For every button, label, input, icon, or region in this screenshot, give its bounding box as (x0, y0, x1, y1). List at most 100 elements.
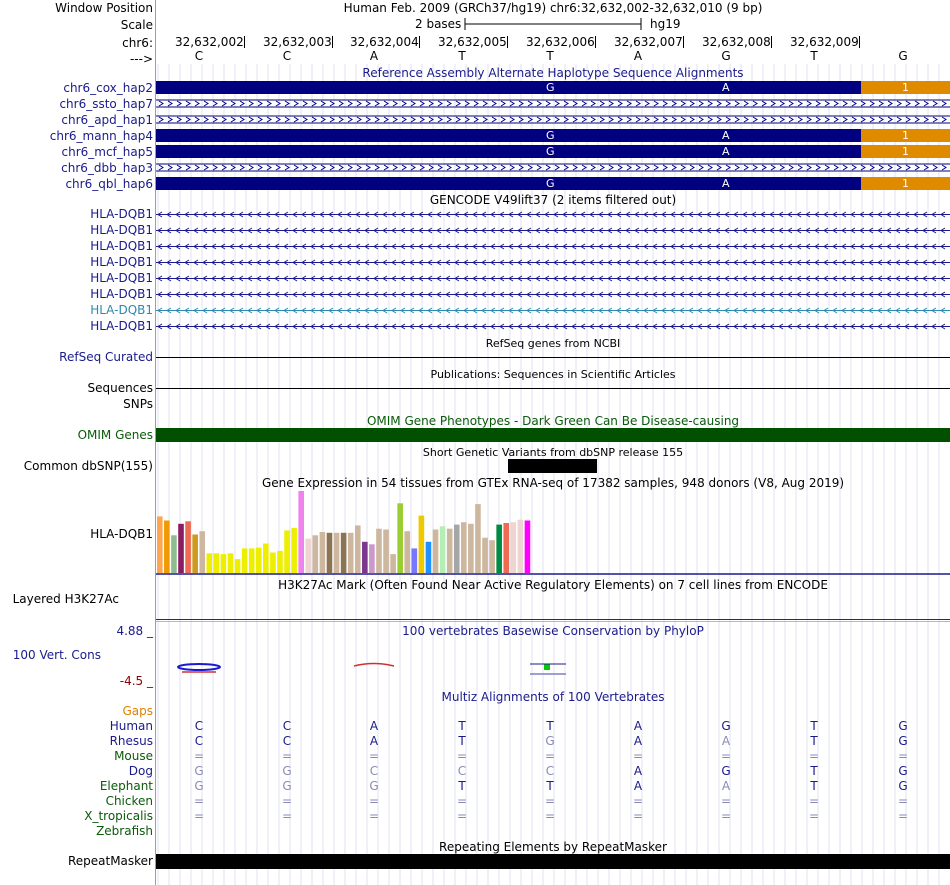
gencode-gene-intron[interactable] (156, 274, 950, 283)
haplotype-strand-line[interactable] (156, 115, 950, 124)
gtex-tissue-bar[interactable] (227, 553, 234, 573)
gtex-tissue-bar[interactable] (446, 528, 453, 573)
gtex-tissue-bar[interactable] (439, 526, 446, 573)
multiz-species-label[interactable]: Mouse (114, 749, 153, 763)
haplotype-label[interactable]: chr6_cox_hap2 (63, 81, 153, 95)
h3k27ac-label[interactable]: Layered H3K27Ac (12, 592, 119, 606)
haplotype-label[interactable]: chr6_ssto_hap7 (59, 97, 153, 111)
gtex-tissue-bar[interactable] (496, 524, 502, 573)
repeatmasker-bar[interactable] (156, 854, 950, 869)
multiz-species-label[interactable]: Chicken (105, 794, 153, 808)
gtex-tissue-bar[interactable] (362, 541, 368, 573)
haplotype-alignment-bar[interactable] (156, 81, 861, 94)
gtex-tissue-bar[interactable] (390, 554, 396, 573)
haplotype-label[interactable]: chr6_mann_hap4 (49, 129, 153, 143)
haplotype-strand-line[interactable] (156, 99, 950, 108)
haplotype-insert-badge[interactable]: 1 (861, 81, 950, 94)
multiz-species-label[interactable]: Human (109, 719, 153, 733)
gtex-tissue-bar[interactable] (468, 523, 474, 573)
repeatmasker-label[interactable]: RepeatMasker (67, 854, 153, 868)
haplotype-alignment-bar[interactable] (156, 177, 861, 190)
gencode-gene-label[interactable]: HLA-DQB1 (90, 271, 153, 285)
gtex-tissue-bar[interactable] (213, 553, 220, 573)
snps-label[interactable]: SNPs (123, 397, 153, 411)
gencode-gene-intron[interactable] (156, 210, 950, 219)
gencode-title[interactable]: GENCODE V49lift37 (2 items filtered out) (429, 193, 677, 207)
omim-label[interactable]: OMIM Genes (77, 428, 153, 442)
gencode-gene-intron[interactable] (156, 290, 950, 299)
gencode-gene-intron[interactable] (156, 242, 950, 251)
gtex-tissue-bar[interactable] (241, 548, 248, 573)
gtex-tissue-bar[interactable] (192, 534, 198, 574)
multiz-alignment-row[interactable]: = = = = = = = = = (156, 809, 950, 823)
gtex-tissue-bar[interactable] (461, 522, 467, 573)
gtex-tissue-bar[interactable] (171, 535, 177, 573)
gtex-tissue-bar[interactable] (234, 559, 241, 573)
alt-haplotypes-title[interactable]: Reference Assembly Alternate Haplotype S… (362, 66, 744, 80)
gencode-gene-label[interactable]: HLA-DQB1 (90, 287, 153, 301)
gtex-tissue-bar[interactable] (206, 553, 213, 573)
haplotype-label[interactable]: chr6_qbl_hap6 (65, 177, 153, 191)
gencode-gene-label[interactable]: HLA-DQB1 (90, 223, 153, 237)
gtex-tissue-bar[interactable] (164, 520, 170, 574)
gtex-tissue-bar[interactable] (432, 529, 439, 574)
gencode-gene-label[interactable]: HLA-DQB1 (90, 239, 153, 253)
gtex-tissue-bar[interactable] (347, 532, 354, 573)
dbsnp-label[interactable]: Common dbSNP(155) (23, 459, 153, 473)
haplotype-alignment-bar[interactable] (156, 145, 861, 158)
gtex-tissue-bar[interactable] (517, 519, 524, 573)
gtex-title[interactable]: Gene Expression in 54 tissues from GTEx … (261, 476, 845, 490)
gtex-tissue-bar[interactable] (185, 521, 191, 573)
haplotype-label[interactable]: chr6_mcf_hap5 (61, 145, 154, 159)
gtex-tissue-bar[interactable] (326, 532, 333, 573)
haplotype-label[interactable]: chr6_dbb_hap3 (61, 161, 153, 175)
gencode-gene-intron[interactable] (156, 322, 950, 331)
gtex-tissue-bar[interactable] (376, 528, 382, 573)
refseq-label[interactable]: RefSeq Curated (59, 350, 153, 364)
h3k27ac-title[interactable]: H3K27Ac Mark (Often Found Near Active Re… (278, 578, 828, 592)
multiz-alignment-row[interactable]: = = = = = = = = = (156, 794, 950, 808)
multiz-species-label[interactable]: Elephant (99, 779, 153, 793)
gtex-tissue-bar[interactable] (425, 541, 432, 573)
gtex-tissue-bar[interactable] (263, 543, 269, 574)
publications-label[interactable]: Sequences (87, 381, 153, 395)
gtex-tissue-bar[interactable] (333, 532, 340, 573)
phylop-label[interactable]: 100 Vert. Cons (12, 648, 101, 662)
multiz-species-label[interactable]: Zebrafish (96, 824, 153, 838)
gtex-tissue-bar[interactable] (298, 491, 304, 573)
phylop-plot[interactable] (156, 655, 950, 681)
gtex-tissue-bar[interactable] (510, 522, 517, 573)
gtex-tissue-bar[interactable] (383, 529, 389, 574)
gencode-gene-label[interactable]: HLA-DQB1 (90, 303, 153, 317)
repeatmasker-title[interactable]: Repeating Elements by RepeatMasker (439, 840, 667, 854)
haplotype-insert-badge[interactable]: 1 (861, 177, 950, 190)
gtex-tissue-bar[interactable] (284, 530, 290, 573)
multiz-title[interactable]: Multiz Alignments of 100 Vertebrates (441, 690, 665, 704)
publications-line[interactable] (156, 388, 950, 389)
gencode-gene-label[interactable]: HLA-DQB1 (90, 207, 153, 221)
dbsnp-variant[interactable] (508, 459, 597, 473)
haplotype-label[interactable]: chr6_apd_hap1 (61, 113, 153, 127)
gtex-tissue-bar[interactable] (404, 531, 411, 573)
gtex-tissue-bar[interactable] (354, 525, 361, 573)
haplotype-alignment-bar[interactable] (156, 129, 861, 142)
gtex-tissue-bar[interactable] (199, 531, 206, 573)
gtex-gene-label[interactable]: HLA-DQB1 (90, 527, 153, 541)
gtex-tissue-bar[interactable] (475, 504, 481, 573)
gencode-gene-label[interactable]: HLA-DQB1 (90, 255, 153, 269)
gencode-gene-label[interactable]: HLA-DQB1 (90, 319, 153, 333)
gtex-tissue-bar[interactable] (255, 547, 262, 573)
phylop-title[interactable]: 100 vertebrates Basewise Conservation by… (402, 624, 704, 638)
haplotype-insert-badge[interactable]: 1 (861, 129, 950, 142)
refseq-line[interactable] (156, 357, 950, 358)
gtex-tissue-bar[interactable] (157, 516, 163, 573)
gtex-tissue-bar[interactable] (418, 515, 425, 573)
gtex-tissue-bar[interactable] (305, 538, 312, 573)
multiz-alignment-row[interactable] (156, 824, 950, 838)
gtex-bar-chart[interactable] (156, 490, 950, 576)
haplotype-insert-badge[interactable]: 1 (861, 145, 950, 158)
